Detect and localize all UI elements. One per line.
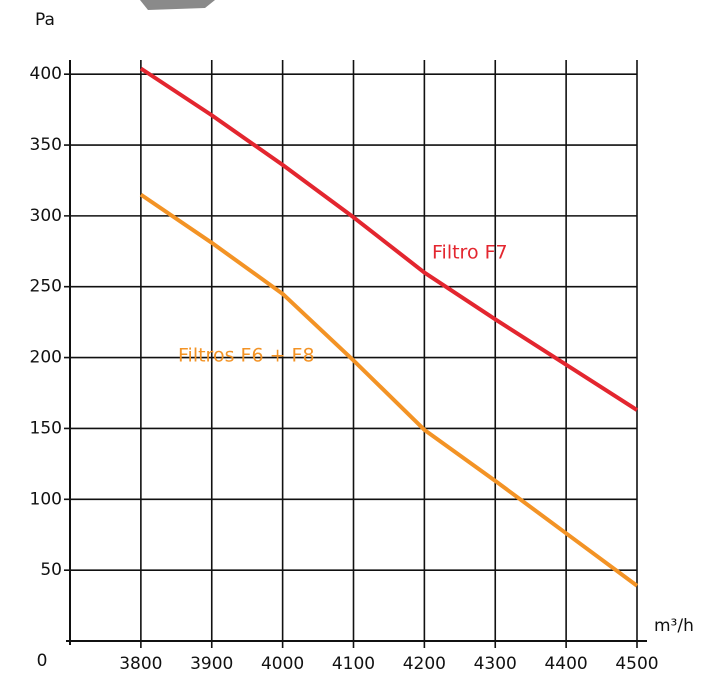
- x-axis-label: m³/h: [654, 616, 694, 636]
- y-tick-label: 100: [30, 489, 62, 509]
- line-series: [139, 66, 639, 412]
- y-tick-label: 400: [30, 64, 62, 84]
- x-tick-label: 4500: [615, 654, 658, 673]
- series-label: Filtro F7: [432, 242, 508, 264]
- y-tick-label: 0: [37, 651, 48, 671]
- x-tick-label: 4300: [474, 654, 517, 673]
- line-series: [139, 192, 639, 588]
- image-fragment: [140, 0, 215, 10]
- y-tick-label: 150: [30, 418, 62, 438]
- y-axis-label: Pa: [35, 10, 55, 30]
- y-tick-label: 300: [30, 206, 62, 226]
- y-tick-label: 250: [30, 277, 62, 297]
- x-tick-label: 4400: [544, 654, 587, 673]
- x-tick-label: 3800: [119, 654, 162, 673]
- y-tick-label: 350: [30, 135, 62, 155]
- x-tick-label: 4000: [261, 654, 304, 673]
- x-tick-label: 3900: [190, 654, 233, 673]
- y-tick-label: 50: [40, 560, 62, 580]
- y-tick-label: 200: [30, 348, 62, 368]
- x-tick-label: 4100: [332, 654, 375, 673]
- x-tick-label: 4200: [403, 654, 446, 673]
- series-label: Filtros F6 + F8: [178, 345, 315, 367]
